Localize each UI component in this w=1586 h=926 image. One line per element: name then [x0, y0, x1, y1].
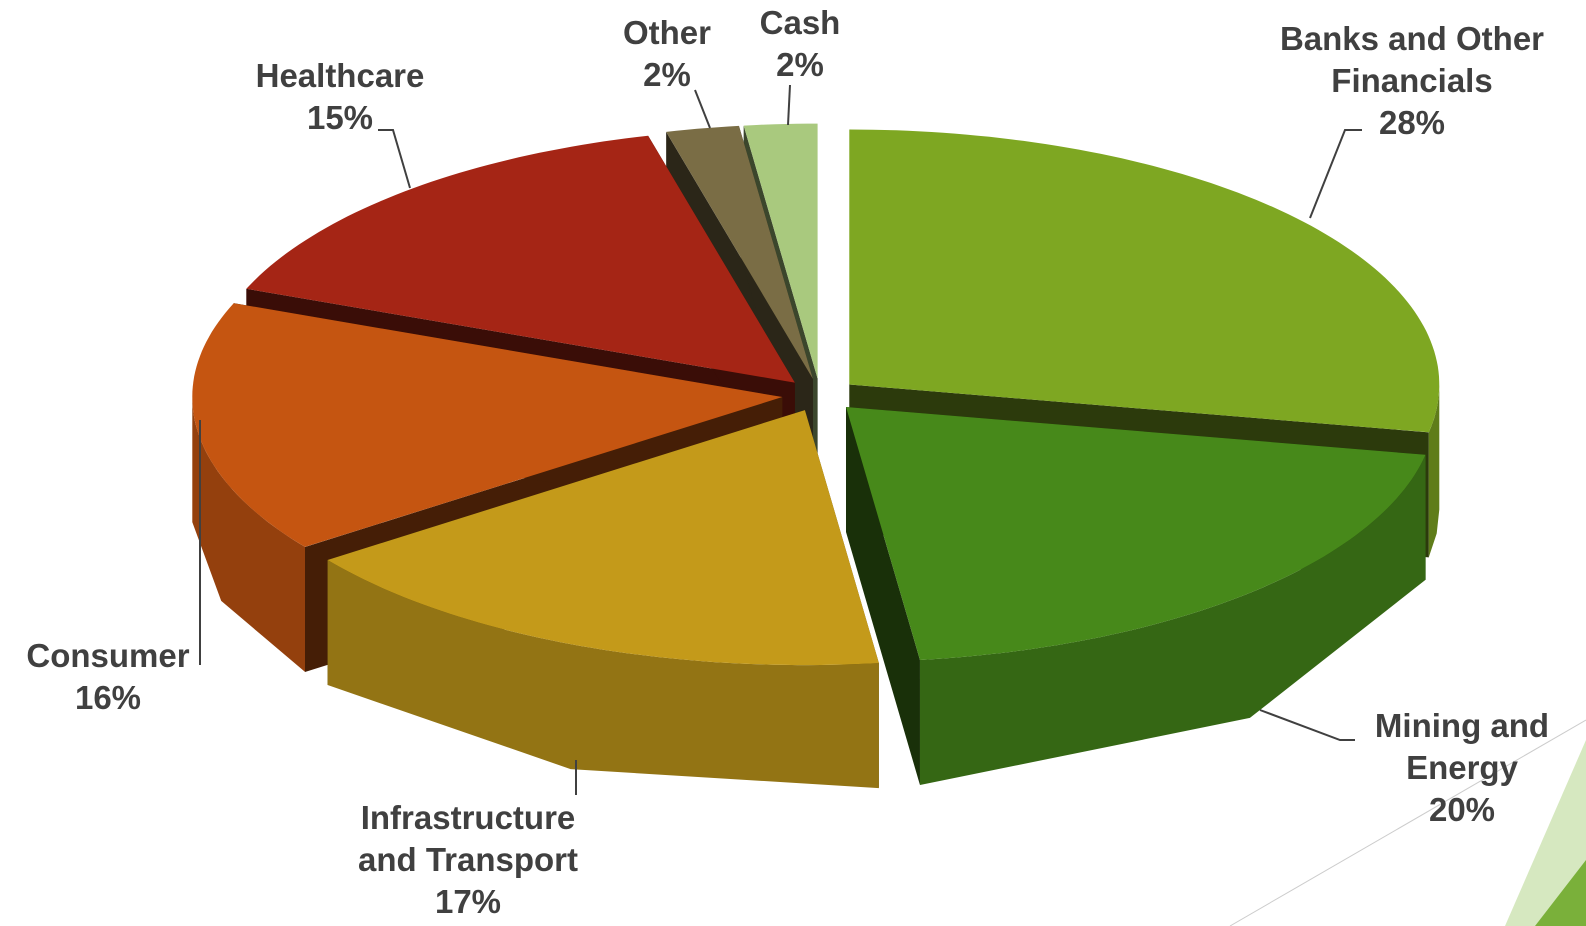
slice-top — [192, 303, 783, 547]
slice-top — [246, 135, 795, 383]
value-label: 28% — [1378, 104, 1446, 141]
slice-wall — [192, 397, 305, 672]
decoration — [1505, 740, 1586, 926]
data-label: Healthcare 15% — [220, 55, 460, 139]
slice-top — [666, 125, 813, 379]
category-label: Other — [622, 14, 711, 51]
category-label: Cash — [759, 4, 841, 41]
data-label: Consumer 16% — [0, 635, 218, 719]
slice — [846, 406, 1426, 785]
slice-top — [743, 123, 818, 379]
value-label: 2% — [776, 46, 824, 83]
category-label: Infrastructure and Transport — [357, 799, 579, 878]
slice-top — [849, 129, 1440, 433]
value-label: 2% — [643, 56, 691, 93]
value-label: 16% — [74, 679, 142, 716]
data-label: Banks and Other Financials 28% — [1252, 18, 1572, 144]
slice-side — [846, 406, 920, 785]
slice-top — [846, 406, 1426, 660]
data-label: Cash 2% — [740, 2, 860, 86]
slice-wall — [920, 454, 1426, 785]
decoration — [1229, 719, 1586, 926]
leader-line — [1309, 129, 1362, 219]
slice-top — [327, 410, 879, 666]
slice-wall — [327, 560, 879, 789]
data-label: Other 2% — [607, 12, 727, 96]
category-label: Mining and Energy — [1374, 707, 1550, 786]
data-label: Mining and Energy 20% — [1357, 705, 1567, 831]
leader-line — [787, 84, 791, 126]
category-label: Healthcare — [255, 57, 425, 94]
value-label: 17% — [434, 883, 502, 920]
category-label: Banks and Other Financials — [1279, 20, 1545, 99]
value-label: 20% — [1428, 791, 1496, 828]
data-label: Infrastructure and Transport 17% — [333, 797, 603, 923]
slice — [327, 410, 879, 789]
leader-line — [694, 89, 711, 129]
decoration — [1535, 860, 1586, 926]
leader-line — [378, 129, 411, 189]
slice-wall — [1428, 384, 1440, 558]
value-label: 15% — [306, 99, 374, 136]
category-label: Consumer — [26, 637, 190, 674]
leader-line — [1259, 709, 1355, 741]
